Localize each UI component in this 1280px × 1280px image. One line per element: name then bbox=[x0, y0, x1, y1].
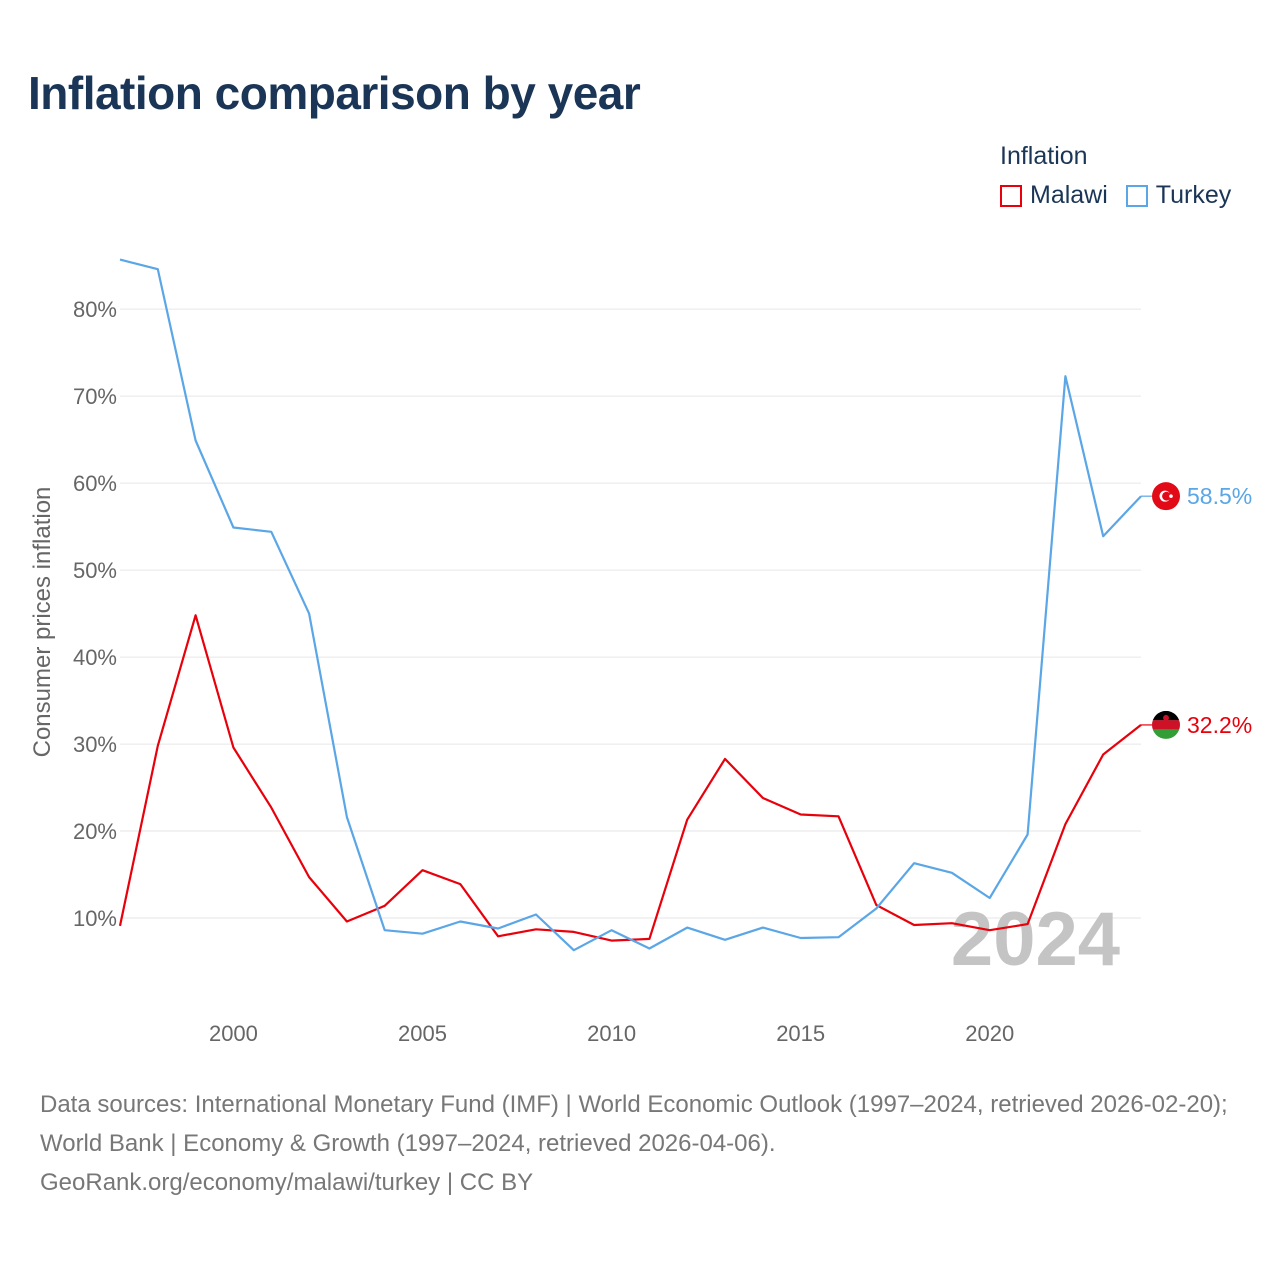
end-label-turkey: 58.5% bbox=[1187, 483, 1252, 509]
end-markers: 32.2% 58.5% bbox=[1141, 482, 1252, 739]
year-watermark: 2024 bbox=[951, 897, 1120, 982]
legend-item-malawi[interactable]: Malawi bbox=[1000, 181, 1108, 210]
x-axis-ticks: 2000 2005 2010 2015 2020 bbox=[209, 1021, 1014, 1046]
y-axis-ticks: 10% 20% 30% 40% 50% 60% 70% 80% bbox=[73, 297, 117, 931]
y-tick-label: 30% bbox=[73, 732, 117, 757]
legend: Inflation Malawi Turkey bbox=[1000, 142, 1249, 210]
x-tick-label: 2005 bbox=[398, 1021, 447, 1046]
series-line-malawi bbox=[118, 614, 1142, 942]
legend-item-turkey[interactable]: Turkey bbox=[1125, 181, 1232, 210]
y-tick-label: 70% bbox=[73, 384, 117, 409]
y-tick-label: 40% bbox=[73, 645, 117, 670]
legend-label-turkey: Turkey bbox=[1155, 181, 1232, 209]
y-tick-label: 20% bbox=[73, 819, 117, 844]
legend-swatch-malawi bbox=[1000, 184, 1022, 207]
y-tick-label: 80% bbox=[73, 297, 117, 322]
x-tick-label: 2015 bbox=[776, 1021, 825, 1046]
end-label-malawi: 32.2% bbox=[1187, 712, 1252, 738]
y-tick-label: 50% bbox=[73, 558, 117, 583]
x-tick-label: 2020 bbox=[965, 1021, 1014, 1046]
series-lines bbox=[118, 258, 1142, 952]
credit-link[interactable]: GeoRank.org/economy/malawi/turkey | CC B… bbox=[40, 1169, 534, 1196]
legend-title: Inflation bbox=[1000, 142, 1088, 170]
y-tick-label: 10% bbox=[73, 906, 117, 931]
x-tick-label: 2000 bbox=[209, 1021, 258, 1046]
footer: Data sources: International Monetary Fun… bbox=[40, 1085, 1250, 1202]
chart-title: Inflation comparison by year bbox=[28, 67, 641, 119]
line-chart: 2024 10%20%30%40%50%60%70%80% 2000 2005 20… bbox=[29, 258, 1252, 1046]
flag-icon-turkey bbox=[1152, 482, 1180, 511]
x-tick-label: 2010 bbox=[587, 1021, 636, 1046]
flag-icon-malawi bbox=[1152, 710, 1180, 739]
series-line-turkey bbox=[119, 258, 1142, 952]
data-sources: Data sources: International Monetary Fun… bbox=[40, 1091, 1228, 1157]
legend-swatch-turkey bbox=[1125, 184, 1148, 207]
legend-label-malawi: Malawi bbox=[1030, 181, 1108, 209]
grid bbox=[120, 308, 1141, 919]
y-tick-label: 60% bbox=[73, 471, 117, 496]
y-axis-label: Consumer prices inflation bbox=[29, 487, 56, 758]
